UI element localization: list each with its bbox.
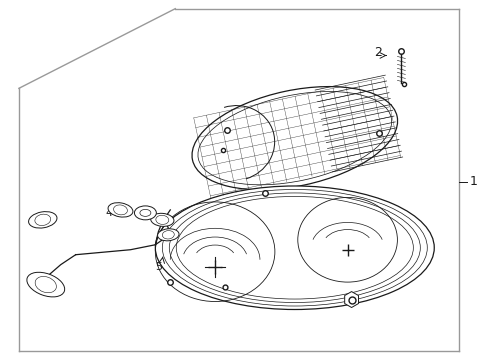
Ellipse shape	[162, 231, 174, 239]
Text: 4: 4	[105, 208, 112, 218]
Ellipse shape	[157, 229, 179, 241]
Ellipse shape	[162, 189, 427, 306]
Ellipse shape	[156, 215, 168, 224]
Ellipse shape	[108, 203, 133, 217]
Text: 3: 3	[324, 293, 332, 306]
Ellipse shape	[28, 212, 57, 228]
Ellipse shape	[140, 210, 151, 216]
Ellipse shape	[113, 205, 127, 215]
Ellipse shape	[134, 206, 156, 220]
Text: 1: 1	[469, 175, 477, 189]
Ellipse shape	[169, 193, 420, 302]
Ellipse shape	[198, 91, 391, 185]
Text: 2: 2	[374, 46, 382, 59]
Ellipse shape	[35, 276, 56, 293]
Ellipse shape	[192, 87, 397, 190]
Ellipse shape	[150, 213, 174, 226]
Text: 5: 5	[155, 262, 162, 272]
Ellipse shape	[35, 214, 51, 225]
Polygon shape	[344, 292, 358, 307]
Ellipse shape	[176, 197, 412, 299]
Ellipse shape	[27, 272, 64, 297]
Ellipse shape	[155, 186, 433, 310]
